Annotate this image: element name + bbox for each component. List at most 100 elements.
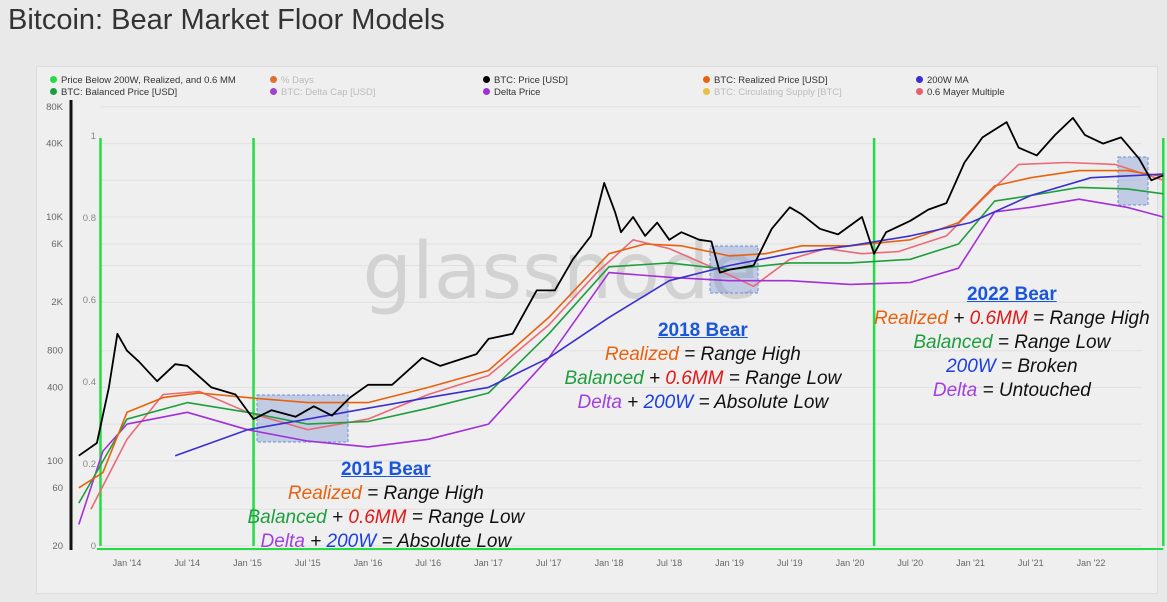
- annotation-text: Delta: [577, 392, 622, 413]
- annotation-text: +: [947, 308, 970, 329]
- watermark: glassnode: [363, 227, 758, 317]
- annotation-text: Delta: [932, 380, 978, 401]
- series-line-btc-balanced-price-usd-: [78, 186, 1164, 504]
- annotation-line: 200W = Broken: [874, 355, 1150, 379]
- y-tick-label: 80K: [46, 102, 64, 113]
- x-tick-label: Jan '14: [113, 558, 142, 568]
- annotation-line: Realized = Range High: [248, 482, 525, 506]
- legend-dot-icon: [50, 88, 57, 95]
- legend-item[interactable]: BTC: Balanced Price [USD]: [50, 87, 177, 98]
- annotation-text: = Absolute Low: [693, 392, 829, 413]
- y-tick-label: 2K: [51, 297, 63, 308]
- legend-label: BTC: Circulating Supply [BTC]: [714, 87, 842, 98]
- legend-label: Price Below 200W, Realized, and 0.6 MM: [61, 75, 236, 86]
- legend-item[interactable]: Delta Price: [483, 87, 540, 98]
- annotation-text: = Range High: [361, 483, 484, 504]
- annotation-text: Realized: [287, 483, 362, 504]
- annotation-line: Delta + 200W = Absolute Low: [248, 530, 525, 554]
- x-tick-label: Jul '14: [174, 558, 200, 568]
- annotation-text: = Untouched: [977, 380, 1091, 401]
- x-tick-label: Jan '17: [474, 558, 503, 568]
- y-tick-label: 100: [47, 456, 63, 467]
- highlight-box: [1117, 156, 1149, 206]
- x-tick-label: Jul '20: [897, 558, 923, 568]
- y-right-tick-label: 0: [91, 541, 96, 552]
- y-right-tick-label: 0.4: [83, 377, 96, 388]
- annotation-text: = Range Low: [992, 332, 1111, 353]
- y-right-tick-label: 0.6: [83, 295, 96, 306]
- legend-item[interactable]: BTC: Realized Price [USD]: [703, 75, 828, 86]
- y-tick-label: 20: [52, 541, 63, 552]
- series-line-200w-ma: [174, 173, 1164, 457]
- legend-label: 0.6 Mayer Multiple: [927, 87, 1005, 98]
- annotation-text: +: [304, 531, 327, 552]
- legend-label: BTC: Delta Cap [USD]: [281, 87, 376, 98]
- legend-item[interactable]: % Days: [270, 75, 314, 86]
- legend-label: 200W MA: [927, 75, 969, 86]
- series-line-btc-price-usd-: [78, 117, 1164, 457]
- annotation-line: Balanced + 0.6MM = Range Low: [565, 367, 842, 391]
- y-tick-label: 800: [47, 346, 63, 357]
- annotation-heading: 2015 Bear: [340, 459, 431, 480]
- annotation-line: Balanced + 0.6MM = Range Low: [248, 506, 525, 530]
- x-tick-label: Jan '18: [595, 558, 624, 568]
- annotation-text: 200W: [946, 356, 996, 377]
- annotation-2022-bear: 2022 Bear Realized + 0.6MM = Range High Ba…: [874, 283, 1150, 403]
- x-tick-label: Jul '21: [1018, 558, 1044, 568]
- legend-item[interactable]: 200W MA: [916, 75, 969, 86]
- x-tick-label: Jul '18: [656, 558, 682, 568]
- annotation-line: Delta = Untouched: [874, 379, 1150, 403]
- y-right-tick-label: 0.8: [83, 213, 96, 224]
- legend-label: Delta Price: [494, 87, 541, 98]
- annotation-text: 200W: [643, 392, 694, 413]
- legend-item[interactable]: BTC: Delta Cap [USD]: [270, 87, 376, 98]
- annotation-text: = Range High: [678, 344, 801, 365]
- annotation-text: Balanced: [247, 507, 327, 528]
- x-tick-label: Jul '17: [536, 558, 562, 568]
- legend-item[interactable]: 0.6 Mayer Multiple: [916, 87, 1005, 98]
- annotation-text: 200W: [326, 531, 377, 552]
- x-tick-label: Jan '20: [836, 558, 865, 568]
- annotation-text: = Absolute Low: [376, 531, 512, 552]
- legend-dot-icon: [270, 88, 277, 95]
- annotation-text: = Range Low: [406, 507, 525, 528]
- y-tick-label: 60: [52, 483, 63, 494]
- annotation-text: +: [643, 368, 666, 389]
- legend-dot-icon: [916, 76, 923, 83]
- annotation-line: Realized = Range High: [565, 343, 842, 367]
- annotation-text: 0.6MM: [969, 308, 1028, 329]
- annotation-heading: 2018 Bear: [657, 320, 748, 341]
- annotation-text: +: [621, 392, 644, 413]
- legend-item[interactable]: Price Below 200W, Realized, and 0.6 MM: [50, 75, 236, 86]
- annotation-text: Realized: [874, 308, 948, 329]
- legend-item[interactable]: BTC: Circulating Supply [BTC]: [703, 87, 842, 98]
- x-tick-label: Jul '15: [295, 558, 321, 568]
- legend-label: % Days: [281, 75, 314, 86]
- legend-dot-icon: [50, 76, 57, 83]
- y-tick-label: 40K: [46, 139, 64, 150]
- y-tick-label: 400: [47, 382, 63, 393]
- y-tick-label: 10K: [46, 212, 64, 223]
- legend-label: BTC: Balanced Price [USD]: [61, 87, 178, 98]
- legend-dot-icon: [270, 76, 277, 83]
- annotation-text: = Range Low: [723, 368, 842, 389]
- annotation-text: Balanced: [913, 332, 993, 353]
- x-tick-label: Jan '22: [1077, 558, 1106, 568]
- annotation-text: Balanced: [564, 368, 644, 389]
- legend-dot-icon: [483, 88, 490, 95]
- series-line-btc-realized-price-usd-: [78, 169, 1164, 489]
- annotation-heading: 2022 Bear: [966, 284, 1057, 305]
- annotation-line: Delta + 200W = Absolute Low: [565, 391, 842, 415]
- y-right-tick-label: 0.2: [83, 459, 96, 470]
- y-right-tick-label: 1: [91, 131, 96, 142]
- legend-item[interactable]: BTC: Price [USD]: [483, 75, 568, 86]
- x-tick-label: Jan '16: [354, 558, 383, 568]
- page-title: Bitcoin: Bear Market Floor Models: [8, 4, 445, 36]
- annotation-text: = Range High: [1027, 308, 1150, 329]
- legend-dot-icon: [483, 76, 490, 83]
- annotation-line: Realized + 0.6MM = Range High: [874, 307, 1150, 331]
- annotation-text: Delta: [260, 531, 305, 552]
- legend-dot-icon: [703, 88, 710, 95]
- x-tick-label: Jan '19: [715, 558, 744, 568]
